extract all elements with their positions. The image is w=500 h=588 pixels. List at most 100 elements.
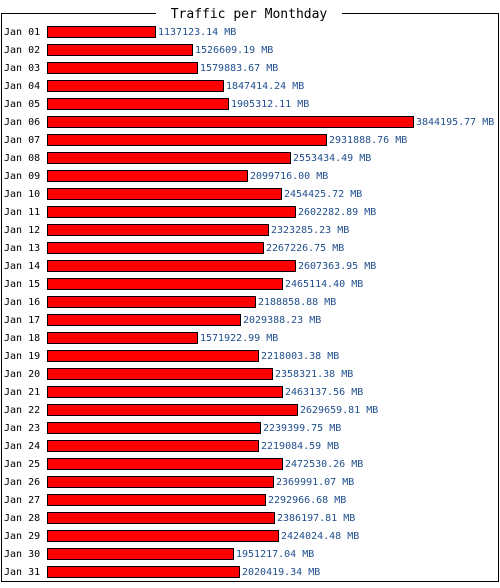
day-label: Jan 25 xyxy=(4,459,40,470)
value-label: 2239399.75 MB xyxy=(263,423,341,434)
day-label: Jan 20 xyxy=(4,369,40,380)
value-label: 1526609.19 MB xyxy=(195,45,273,56)
traffic-bar xyxy=(47,260,296,272)
value-label: 2020419.34 MB xyxy=(242,567,320,578)
day-label: Jan 07 xyxy=(4,135,40,146)
day-label: Jan 28 xyxy=(4,513,40,524)
chart-row: Jan 04 1847414.24 MB xyxy=(4,80,304,92)
value-label: 2465114.40 MB xyxy=(285,279,363,290)
chart-row: Jan 02 1526609.19 MB xyxy=(4,44,273,56)
traffic-bar xyxy=(47,98,229,110)
chart-row: Jan 01 1137123.14 MB xyxy=(4,26,236,38)
traffic-bar xyxy=(47,476,274,488)
chart-row: Jan 22 2629659.81 MB xyxy=(4,404,378,416)
traffic-bar xyxy=(47,458,283,470)
day-label: Jan 09 xyxy=(4,171,40,182)
value-label: 2029388.23 MB xyxy=(243,315,321,326)
day-label: Jan 08 xyxy=(4,153,40,164)
value-label: 1579883.67 MB xyxy=(200,63,278,74)
value-label: 2931888.76 MB xyxy=(329,135,407,146)
traffic-bar xyxy=(47,206,296,218)
chart-row: Jan 29 2424024.48 MB xyxy=(4,530,359,542)
value-label: 2386197.81 MB xyxy=(277,513,355,524)
day-label: Jan 13 xyxy=(4,243,40,254)
value-label: 2607363.95 MB xyxy=(298,261,376,272)
day-label: Jan 12 xyxy=(4,225,40,236)
day-label: Jan 04 xyxy=(4,81,40,92)
chart-row: Jan 13 2267226.75 MB xyxy=(4,242,344,254)
value-label: 2218003.38 MB xyxy=(261,351,339,362)
day-label: Jan 15 xyxy=(4,279,40,290)
chart-row: Jan 20 2358321.38 MB xyxy=(4,368,353,380)
traffic-bar xyxy=(47,278,283,290)
day-label: Jan 26 xyxy=(4,477,40,488)
day-label: Jan 29 xyxy=(4,531,40,542)
chart-row: Jan 10 2454425.72 MB xyxy=(4,188,362,200)
chart-rows: Jan 01 1137123.14 MB Jan 02 1526609.19 MB Ja… xyxy=(4,26,494,578)
value-label: 2463137.56 MB xyxy=(285,387,363,398)
value-label: 2219084.59 MB xyxy=(261,441,339,452)
chart-row: Jan 26 2369991.07 MB xyxy=(4,476,354,488)
traffic-bar xyxy=(47,440,259,452)
value-label: 2358321.38 MB xyxy=(275,369,353,380)
value-label: 3844195.77 MB xyxy=(416,117,494,128)
chart-row: Jan 19 2218003.38 MB xyxy=(4,350,339,362)
value-label: 2553434.49 MB xyxy=(293,153,371,164)
chart-row: Jan 17 2029388.23 MB xyxy=(4,314,321,326)
day-label: Jan 03 xyxy=(4,63,40,74)
value-label: 2188858.88 MB xyxy=(258,297,336,308)
chart-row: Jan 27 2292966.68 MB xyxy=(4,494,346,506)
chart-row: Jan 08 2553434.49 MB xyxy=(4,152,371,164)
value-label: 2602282.89 MB xyxy=(298,207,376,218)
day-label: Jan 21 xyxy=(4,387,40,398)
traffic-bar xyxy=(47,80,224,92)
day-label: Jan 05 xyxy=(4,99,40,110)
traffic-bar xyxy=(47,404,298,416)
traffic-bar xyxy=(47,350,259,362)
day-label: Jan 24 xyxy=(4,441,40,452)
chart-row: Jan 14 2607363.95 MB xyxy=(4,260,376,272)
chart-row: Jan 18 1571922.99 MB xyxy=(4,332,278,344)
chart-row: Jan 24 2219084.59 MB xyxy=(4,440,339,452)
chart-row: Jan 15 2465114.40 MB xyxy=(4,278,363,290)
traffic-bar xyxy=(47,116,414,128)
chart-row: Jan 03 1579883.67 MB xyxy=(4,62,278,74)
day-label: Jan 16 xyxy=(4,297,40,308)
chart-row: Jan 21 2463137.56 MB xyxy=(4,386,363,398)
chart-row: Jan 12 2323285.23 MB xyxy=(4,224,349,236)
traffic-bar xyxy=(47,422,261,434)
chart-row: Jan 06 3844195.77 MB xyxy=(4,116,494,128)
traffic-bar xyxy=(47,44,193,56)
chart-row: Jan 25 2472530.26 MB xyxy=(4,458,363,470)
value-label: 1571922.99 MB xyxy=(200,333,278,344)
traffic-bar xyxy=(47,242,264,254)
chart-row: Jan 05 1905312.11 MB xyxy=(4,98,309,110)
day-label: Jan 11 xyxy=(4,207,40,218)
traffic-bar xyxy=(47,332,198,344)
value-label: 2454425.72 MB xyxy=(284,189,362,200)
value-label: 2472530.26 MB xyxy=(285,459,363,470)
day-label: Jan 17 xyxy=(4,315,40,326)
traffic-bar xyxy=(47,530,279,542)
day-label: Jan 10 xyxy=(4,189,40,200)
value-label: 2629659.81 MB xyxy=(300,405,378,416)
chart-row: Jan 30 1951217.04 MB xyxy=(4,548,314,560)
day-label: Jan 06 xyxy=(4,117,40,128)
traffic-bar xyxy=(47,152,291,164)
chart-title-background xyxy=(156,5,342,21)
day-label: Jan 27 xyxy=(4,495,40,506)
chart-row: Jan 07 2931888.76 MB xyxy=(4,134,407,146)
value-label: 1137123.14 MB xyxy=(158,27,236,38)
chart-row: Jan 11 2602282.89 MB xyxy=(4,206,376,218)
traffic-bar xyxy=(47,224,269,236)
traffic-bar xyxy=(47,134,327,146)
chart-title: Traffic per Monthday xyxy=(171,7,328,22)
chart-row: Jan 23 2239399.75 MB xyxy=(4,422,341,434)
day-label: Jan 19 xyxy=(4,351,40,362)
day-label: Jan 14 xyxy=(4,261,40,272)
traffic-bar xyxy=(47,170,248,182)
chart-row: Jan 16 2188858.88 MB xyxy=(4,296,336,308)
chart-row: Jan 28 2386197.81 MB xyxy=(4,512,355,524)
